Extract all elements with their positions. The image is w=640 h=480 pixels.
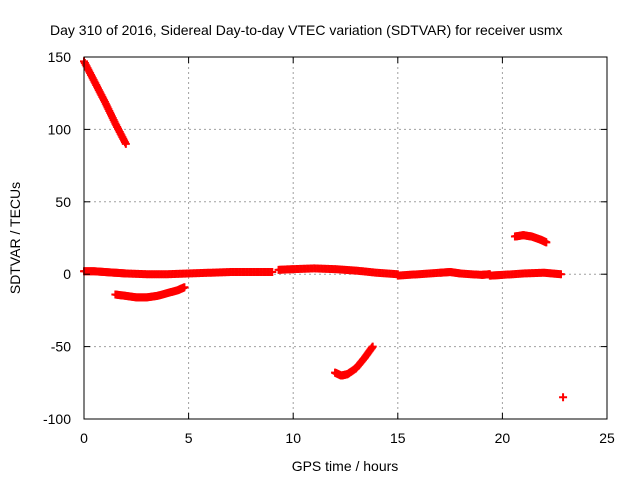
data-point <box>121 139 130 148</box>
x-tick-label: 10 <box>285 430 301 446</box>
data-point <box>180 283 189 292</box>
series-arc-1 <box>80 57 130 148</box>
series-arc-4 <box>121 268 277 279</box>
y-tick-label: 50 <box>55 194 71 210</box>
y-tick-label: 100 <box>48 121 72 137</box>
data-point <box>559 393 568 402</box>
x-tick-label: 25 <box>599 430 615 446</box>
x-tick-label: 5 <box>185 430 193 446</box>
data-point <box>268 268 277 277</box>
series-arc-7 <box>393 268 494 280</box>
data-point <box>556 270 565 279</box>
data-point <box>368 342 377 351</box>
series-arc-5 <box>274 264 402 279</box>
x-tick-label: 15 <box>390 430 406 446</box>
y-tick-label: 0 <box>63 266 71 282</box>
series-arc-6 <box>331 342 377 380</box>
y-tick-label: 150 <box>48 49 72 65</box>
series-arc-8 <box>485 268 565 280</box>
series-arc-2 <box>80 267 130 278</box>
plot-border <box>83 56 608 420</box>
series-arc-10 <box>559 393 568 402</box>
y-axis-label: SDTVAR / TECUs <box>7 182 23 294</box>
axis-ticks: 0 5 10 15 20 25 -100 -50 0 50 100 150 <box>43 49 615 446</box>
data-point <box>542 238 551 247</box>
chart-title: Day 310 of 2016, Sidereal Day-to-day VTE… <box>50 22 563 38</box>
y-tick-label: -100 <box>43 411 71 427</box>
x-tick-label: 20 <box>495 430 511 446</box>
series-arc-3 <box>111 283 189 302</box>
plot-frame <box>83 56 608 420</box>
y-tick-label: -50 <box>51 339 71 355</box>
series-arc-9 <box>510 231 551 247</box>
x-tick-label: 0 <box>80 430 88 446</box>
x-axis-label: GPS time / hours <box>292 458 399 474</box>
data-points <box>80 57 568 402</box>
